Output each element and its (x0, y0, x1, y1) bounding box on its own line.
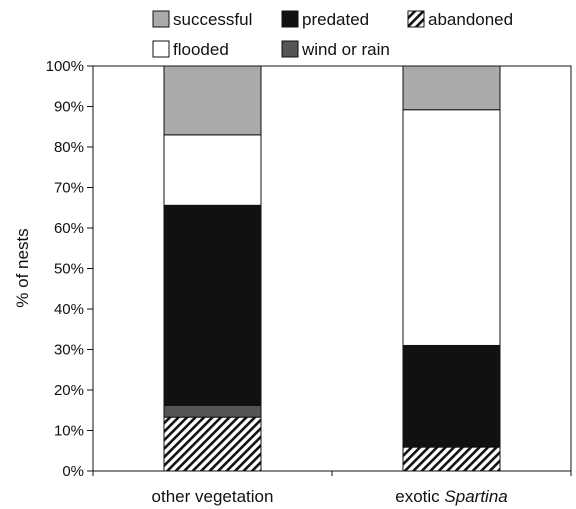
x-category-label: exotic Spartina (395, 487, 507, 506)
y-tick-label: 60% (54, 220, 84, 237)
y-axis-label: % of nests (13, 228, 32, 307)
y-tick-label: 30% (54, 342, 84, 359)
bar-segment-flooded (163, 134, 262, 206)
legend-label: wind or rain (301, 40, 390, 59)
bar-segment-abandoned (163, 416, 262, 472)
legend-swatch-flooded (152, 40, 170, 58)
y-axis: 0% 10% 20% 30% 40% 50% 60% 70% 80% 90% 100% (46, 58, 93, 480)
bar-segment-predated (402, 344, 501, 448)
y-tick-label: 80% (54, 139, 84, 156)
y-tick-label: 10% (54, 423, 84, 440)
legend-swatch-wind-or-rain (281, 40, 299, 58)
bar-segment-wind-or-rain (163, 404, 262, 418)
legend-swatch-predated (281, 10, 299, 28)
bars (163, 65, 501, 472)
y-tick-label: 70% (54, 180, 84, 197)
legend: successful predated abandoned flooded wind o… (152, 10, 513, 59)
y-tick-label: 40% (54, 301, 84, 318)
bar-segment-successful (402, 65, 501, 111)
y-tick-label: 50% (54, 261, 84, 278)
bar-segment-flooded (402, 109, 501, 346)
y-tick-label: 100% (46, 58, 84, 75)
y-tick-label: 0% (62, 463, 84, 480)
legend-label: abandoned (428, 10, 513, 29)
y-tick-label: 90% (54, 99, 84, 116)
legend-swatch-successful (152, 10, 170, 28)
legend-label: flooded (173, 40, 229, 59)
bar-segment-abandoned (402, 446, 501, 472)
x-axis: other vegetation exotic Spartina (92, 471, 572, 506)
bar-segment-predated (163, 204, 262, 406)
bar-segment-successful (163, 65, 262, 136)
legend-label: predated (302, 10, 369, 29)
x-category-label: other vegetation (152, 487, 274, 506)
legend-label: successful (173, 10, 252, 29)
y-tick-label: 20% (54, 382, 84, 399)
legend-swatch-abandoned (407, 10, 425, 28)
